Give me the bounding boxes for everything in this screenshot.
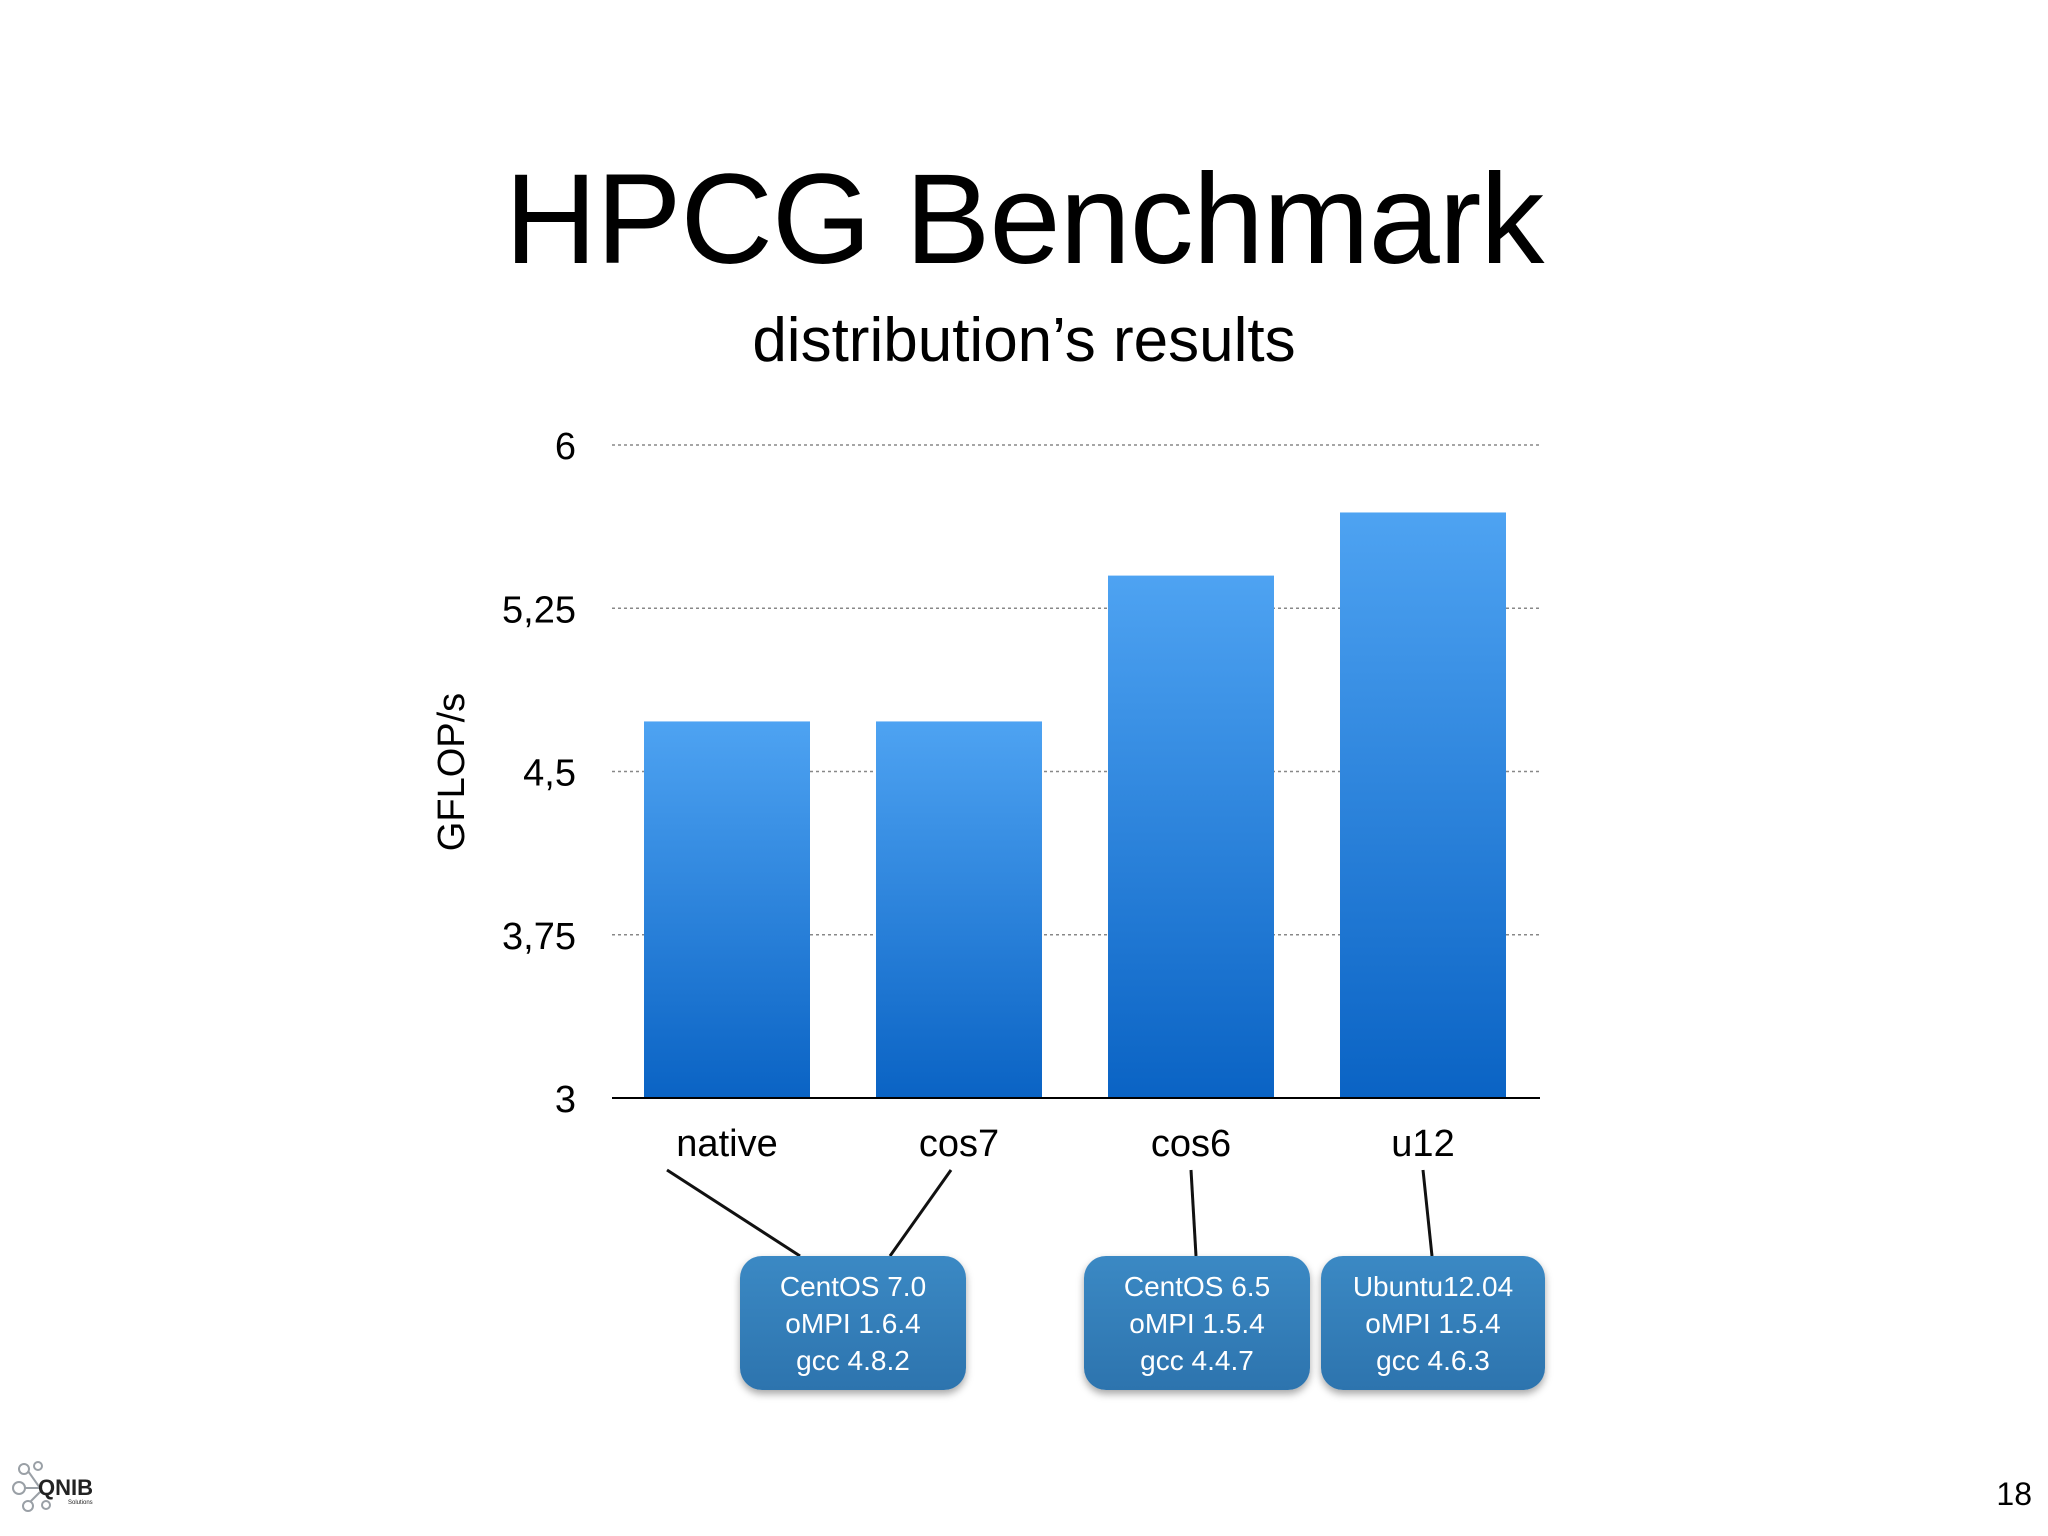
callout-line-mpi: oMPI 1.5.4 — [1129, 1307, 1265, 1339]
y-tick-label: 5,25 — [502, 589, 576, 631]
x-tick-label: cos7 — [919, 1123, 999, 1165]
bar-cos6 — [1108, 575, 1274, 1098]
callout-line-gcc: gcc 4.6.3 — [1376, 1344, 1490, 1376]
y-tick-label: 3 — [555, 1079, 576, 1121]
x-tick-label: native — [676, 1123, 777, 1165]
callout-ubuntu12: Ubuntu12.04 oMPI 1.5.4 gcc 4.6.3 — [1321, 1256, 1545, 1390]
connector-line-native — [666, 1168, 801, 1258]
callout-line-mpi: oMPI 1.5.4 — [1365, 1307, 1501, 1339]
y-axis-title: GFLOP/s — [431, 693, 473, 851]
callout-line-mpi: oMPI 1.6.4 — [785, 1307, 921, 1339]
callout-line-os: Ubuntu12.04 — [1352, 1270, 1514, 1302]
logo-text: QNIB — [38, 1475, 93, 1500]
connector-line-u12 — [1421, 1169, 1434, 1257]
callout-line-gcc: gcc 4.8.2 — [796, 1344, 910, 1376]
callout-line-gcc: gcc 4.4.7 — [1140, 1344, 1254, 1376]
y-tick-label: 4,5 — [523, 753, 576, 795]
callout-centos7: CentOS 7.0 oMPI 1.6.4 gcc 4.8.2 — [740, 1256, 966, 1390]
callout-line-os: CentOS 7.0 — [779, 1270, 927, 1302]
y-tick-label: 6 — [555, 426, 576, 468]
y-tick-label: 3,75 — [502, 916, 576, 958]
bar-u12 — [1340, 512, 1506, 1098]
x-tick-label: u12 — [1391, 1123, 1454, 1165]
slide-number: 18 — [1996, 1476, 2032, 1512]
connector-line-cos7 — [888, 1169, 953, 1257]
slide-title: HPCG Benchmark — [504, 148, 1545, 291]
slide-subtitle: distribution’s results — [752, 306, 1296, 375]
bar-native — [644, 721, 810, 1098]
qnib-logo: QNIB Solutions — [12, 1461, 93, 1512]
connector-line-cos6 — [1189, 1169, 1198, 1257]
x-tick-label: cos6 — [1151, 1123, 1231, 1165]
callout-line-os: CentOS 6.5 — [1123, 1270, 1271, 1302]
bar-cos7 — [876, 721, 1042, 1098]
logo-subtext: Solutions — [68, 1500, 93, 1506]
callout-centos6: CentOS 6.5 oMPI 1.5.4 gcc 4.4.7 — [1084, 1256, 1310, 1390]
